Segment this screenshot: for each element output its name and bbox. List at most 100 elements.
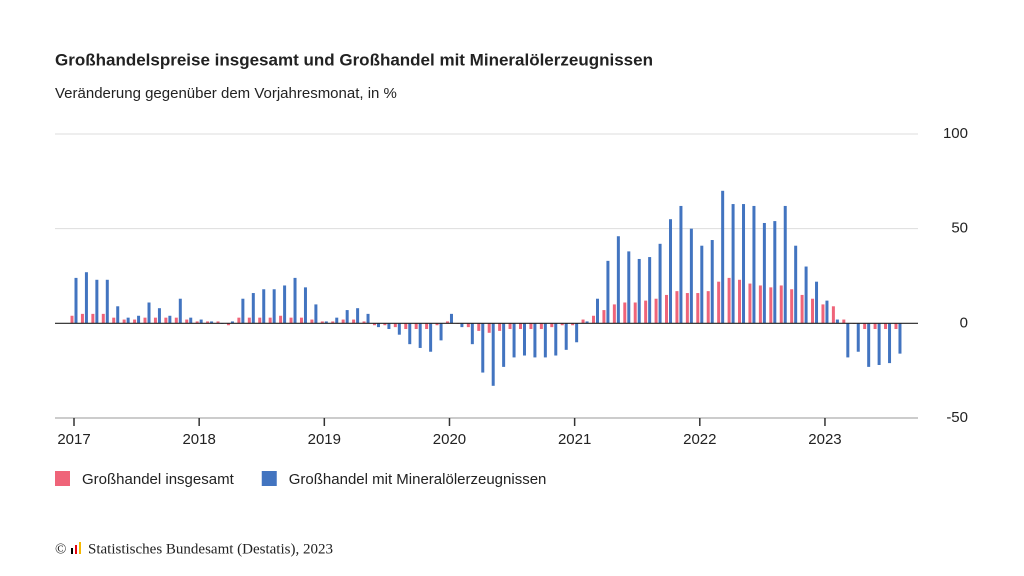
bar [84, 272, 88, 324]
bar [560, 323, 564, 326]
legend-swatch [55, 471, 70, 486]
bar [794, 245, 798, 324]
bar [596, 298, 599, 324]
bar [804, 266, 808, 324]
bar [825, 300, 829, 324]
bar [648, 257, 652, 324]
bar [272, 289, 276, 324]
bar [700, 245, 704, 324]
bar [487, 323, 491, 333]
bar [491, 323, 495, 386]
bar [554, 323, 558, 356]
bar [585, 321, 589, 324]
bar [564, 323, 568, 350]
bar [669, 219, 673, 324]
bar [206, 321, 210, 324]
bar [675, 291, 679, 324]
bar [195, 321, 199, 324]
x-tick-label: 2017 [57, 431, 90, 448]
bar [429, 323, 433, 352]
bar [418, 323, 422, 348]
bar [247, 317, 251, 324]
bar [216, 321, 220, 324]
logo [71, 542, 81, 554]
source: Statistisches Bundesamt (Destatis), 2023 [88, 541, 333, 557]
bar [310, 319, 314, 324]
bar [873, 323, 877, 330]
x-tick-label: 2021 [558, 431, 591, 448]
bar [101, 313, 105, 324]
bar [289, 317, 293, 324]
bar [800, 294, 804, 324]
bar [425, 323, 429, 330]
bar [279, 315, 283, 324]
bar [116, 306, 120, 324]
bar [894, 323, 898, 330]
bar [299, 317, 303, 324]
x-tick-label: 2022 [683, 431, 716, 448]
bar [689, 228, 693, 324]
y-tick-label: 100 [943, 125, 968, 142]
bar [324, 321, 328, 324]
bar [706, 291, 710, 324]
bar [331, 321, 335, 324]
bar [529, 323, 533, 330]
bar [387, 323, 391, 330]
bar [543, 323, 547, 358]
bar [773, 221, 777, 324]
bar [679, 205, 683, 324]
bar [74, 277, 78, 324]
x-tick-label: 2020 [433, 431, 466, 448]
bar [658, 243, 662, 324]
bar [470, 323, 474, 345]
bar [612, 304, 616, 324]
bar [783, 205, 787, 324]
x-tick-label: 2023 [808, 431, 841, 448]
bar [320, 321, 324, 324]
bar [168, 315, 172, 324]
bar [314, 304, 318, 324]
bar [481, 323, 485, 373]
bar [738, 279, 742, 324]
bar [592, 315, 595, 324]
bar [293, 277, 297, 324]
bar [80, 313, 84, 324]
bar [856, 323, 860, 352]
bar [633, 302, 637, 324]
bar [769, 287, 773, 324]
bar [147, 302, 151, 324]
copyright: © [55, 541, 66, 557]
chart-subtitle: Veränderung gegenüber dem Vorjahresmonat… [55, 85, 397, 102]
bar [199, 319, 203, 324]
bar [742, 204, 746, 324]
bar [637, 258, 641, 324]
bar [189, 317, 193, 324]
bar [863, 323, 867, 330]
bar [616, 236, 620, 324]
y-tick-label: 0 [960, 314, 968, 331]
bar [811, 298, 815, 324]
bar [112, 317, 116, 324]
y-tick-label: 50 [951, 220, 968, 237]
bar [779, 285, 783, 324]
bar [522, 323, 526, 356]
bar [748, 283, 752, 324]
bar [877, 323, 881, 365]
bar [241, 298, 245, 324]
bar [539, 323, 543, 330]
bar [303, 287, 307, 324]
bar [884, 323, 888, 330]
bar [262, 289, 266, 324]
legend-label: Großhandel insgesamt [82, 471, 235, 488]
bar [397, 323, 401, 335]
bar [366, 313, 370, 324]
bar [341, 319, 345, 324]
bar [356, 308, 360, 324]
bar [665, 294, 669, 324]
bar [502, 323, 506, 367]
legend-label: Großhandel mit Mineralölerzeugnissen [289, 471, 547, 488]
bar [466, 323, 470, 328]
bar [439, 323, 443, 341]
bar [821, 304, 825, 324]
bar [345, 310, 349, 324]
